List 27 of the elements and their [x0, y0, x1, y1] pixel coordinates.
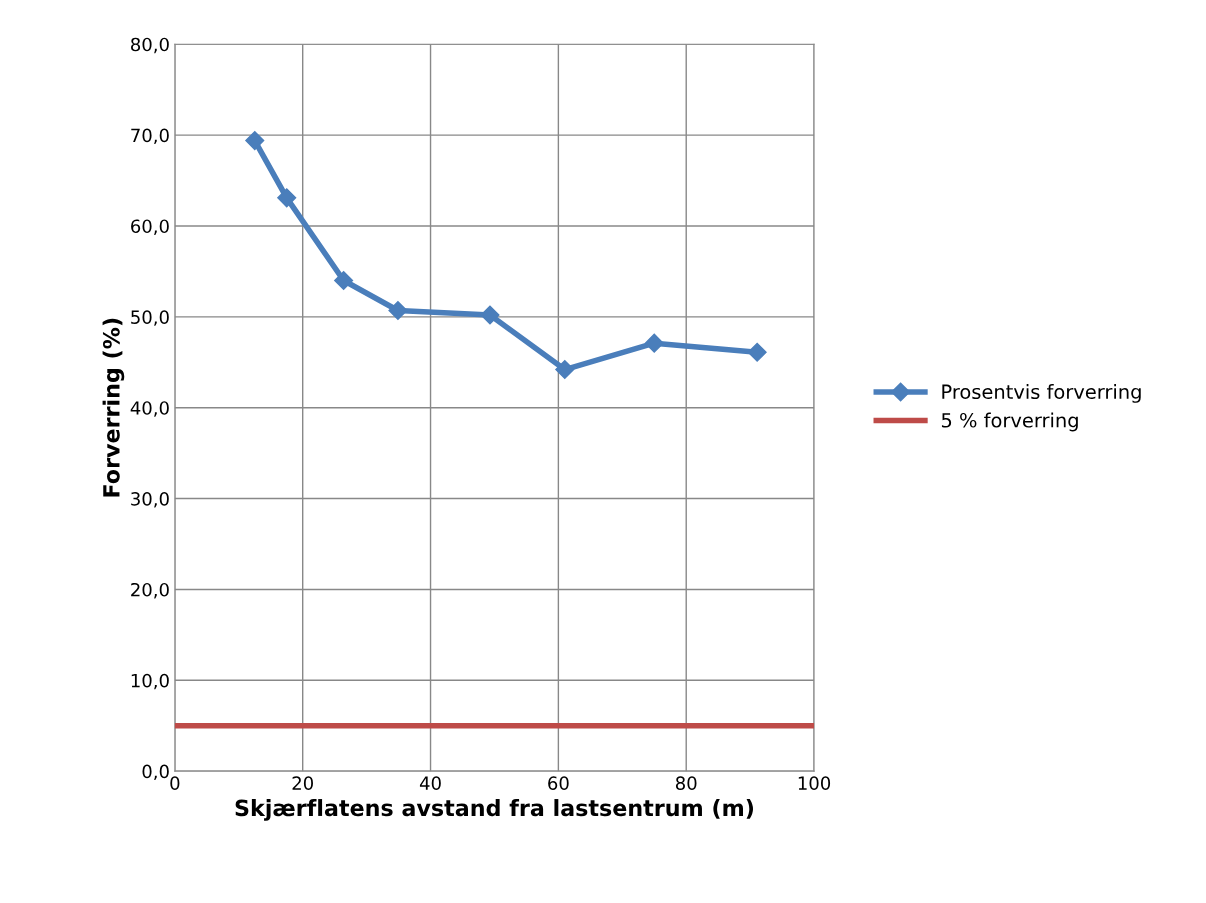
y-tick-label: 20,0 [131, 582, 169, 599]
y-tick-label: 0,0 [142, 764, 169, 781]
point [480, 305, 500, 325]
point [245, 131, 265, 151]
legend-label: 5 % forverring [941, 412, 1078, 432]
point [644, 333, 664, 353]
x-tick-label: 80 [675, 776, 697, 790]
point [277, 188, 297, 208]
y-tick-label: 50,0 [131, 310, 169, 326]
legend-label: Prosentvis forverring [942, 384, 1141, 403]
y-axis-title: Forverring (%) [102, 318, 125, 497]
x-tick-label: 60 [548, 776, 569, 790]
x-tick-label: 40 [419, 776, 441, 790]
y-tick-label: 10,0 [131, 673, 169, 690]
x-axis-title: Skjærflatens avstand fra lastsentrum (m) [235, 799, 754, 821]
point [334, 270, 354, 291]
y-tick-label: 30,0 [131, 492, 169, 508]
x-tick-label: 20 [292, 776, 313, 790]
y-tick-label: 60,0 [131, 219, 169, 235]
point [747, 342, 767, 362]
x-tick-label: 100 [798, 776, 831, 790]
point [555, 360, 575, 380]
y-tick-label: 40,0 [130, 401, 169, 417]
y-tick-label: 80,0 [131, 37, 169, 54]
y-tick-label: 70,0 [131, 128, 169, 145]
point [388, 300, 408, 321]
x-tick-label: 0 [170, 776, 180, 790]
